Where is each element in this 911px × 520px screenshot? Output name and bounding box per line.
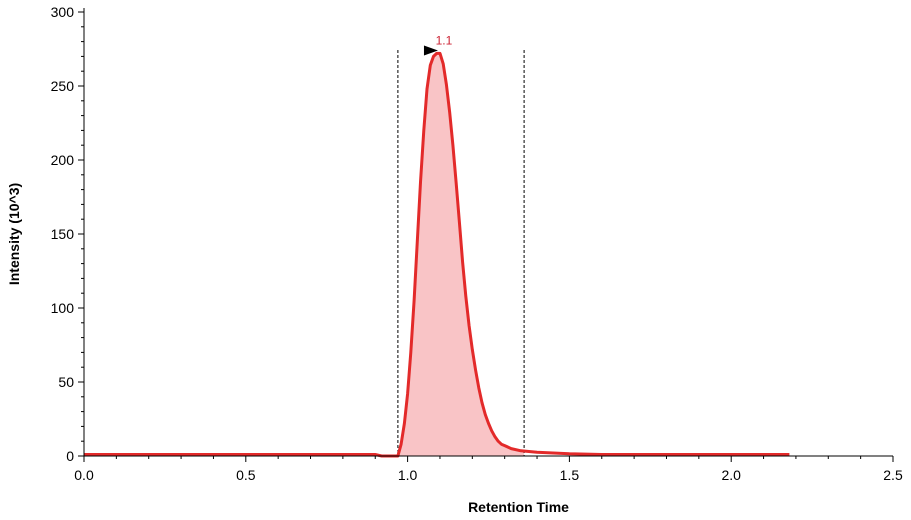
- y-axis-ticks: 0 50 100 150 200 250 300: [51, 4, 84, 464]
- y-tick-label: 0: [66, 448, 74, 464]
- y-tick-label: 150: [51, 226, 75, 242]
- y-tick-label: 300: [51, 4, 75, 20]
- x-axis-ticks: 0.0 0.5 1.0 1.5 2.0 2.5: [74, 456, 903, 483]
- x-tick-label: 1.0: [398, 467, 418, 483]
- y-axis-title: Intensity (10^3): [6, 183, 22, 285]
- x-tick-label: 2.0: [721, 467, 741, 483]
- peak-annotation: 1.1: [423, 33, 453, 56]
- x-tick-label: 2.5: [883, 467, 903, 483]
- trace-layer: [84, 51, 790, 458]
- x-tick-label: 1.5: [560, 467, 580, 483]
- peak-marker-icon: [423, 45, 438, 56]
- x-axis-title: Retention Time: [468, 499, 569, 515]
- series-line: [84, 51, 790, 458]
- y-tick-label: 50: [58, 374, 74, 390]
- y-tick-label: 250: [51, 78, 75, 94]
- y-tick-label: 200: [51, 152, 75, 168]
- integration-bounds: [397, 50, 525, 456]
- x-tick-label: 0.0: [74, 467, 94, 483]
- peak-label: 1.1: [436, 33, 453, 47]
- y-tick-label: 100: [51, 300, 75, 316]
- x-tick-label: 0.5: [236, 467, 256, 483]
- axes: [83, 8, 893, 457]
